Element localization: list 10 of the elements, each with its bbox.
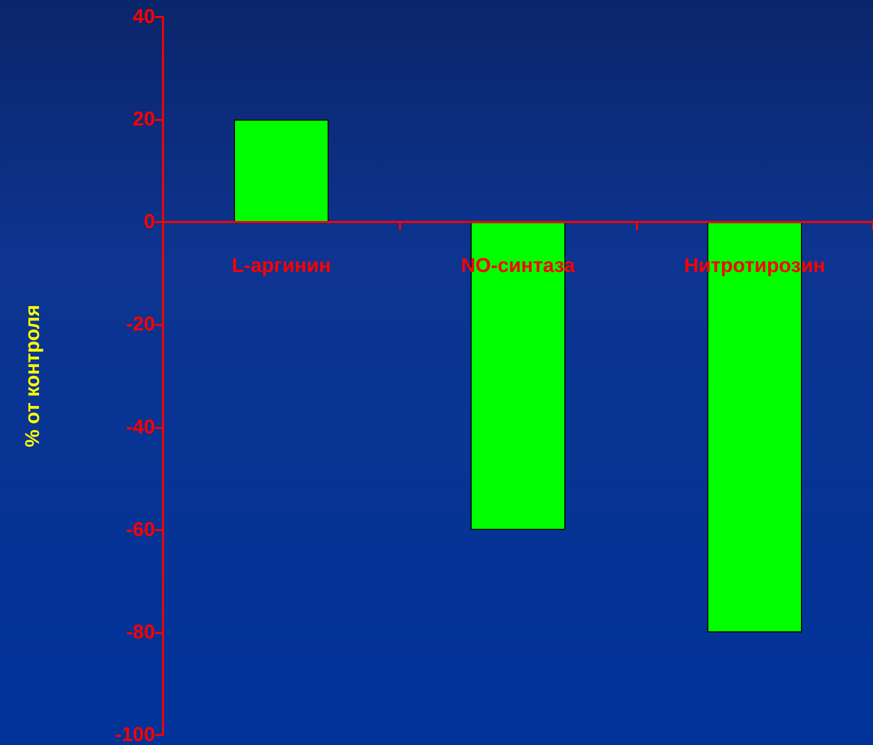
y-tick-label: -20 xyxy=(126,314,155,336)
y-tick-label: 0 xyxy=(144,211,155,234)
y-tick-label: -80 xyxy=(126,621,155,644)
y-tick-label: -40 xyxy=(126,416,155,438)
y-tick-label: 40 xyxy=(132,6,155,28)
x-tick-label: L-аргинин xyxy=(232,255,331,278)
y-tick-label: -100 xyxy=(114,724,155,745)
y-tick-label: 20 xyxy=(132,108,155,131)
y-tick-label: -60 xyxy=(126,518,155,541)
y-axis-title: % от контроля xyxy=(22,304,44,448)
